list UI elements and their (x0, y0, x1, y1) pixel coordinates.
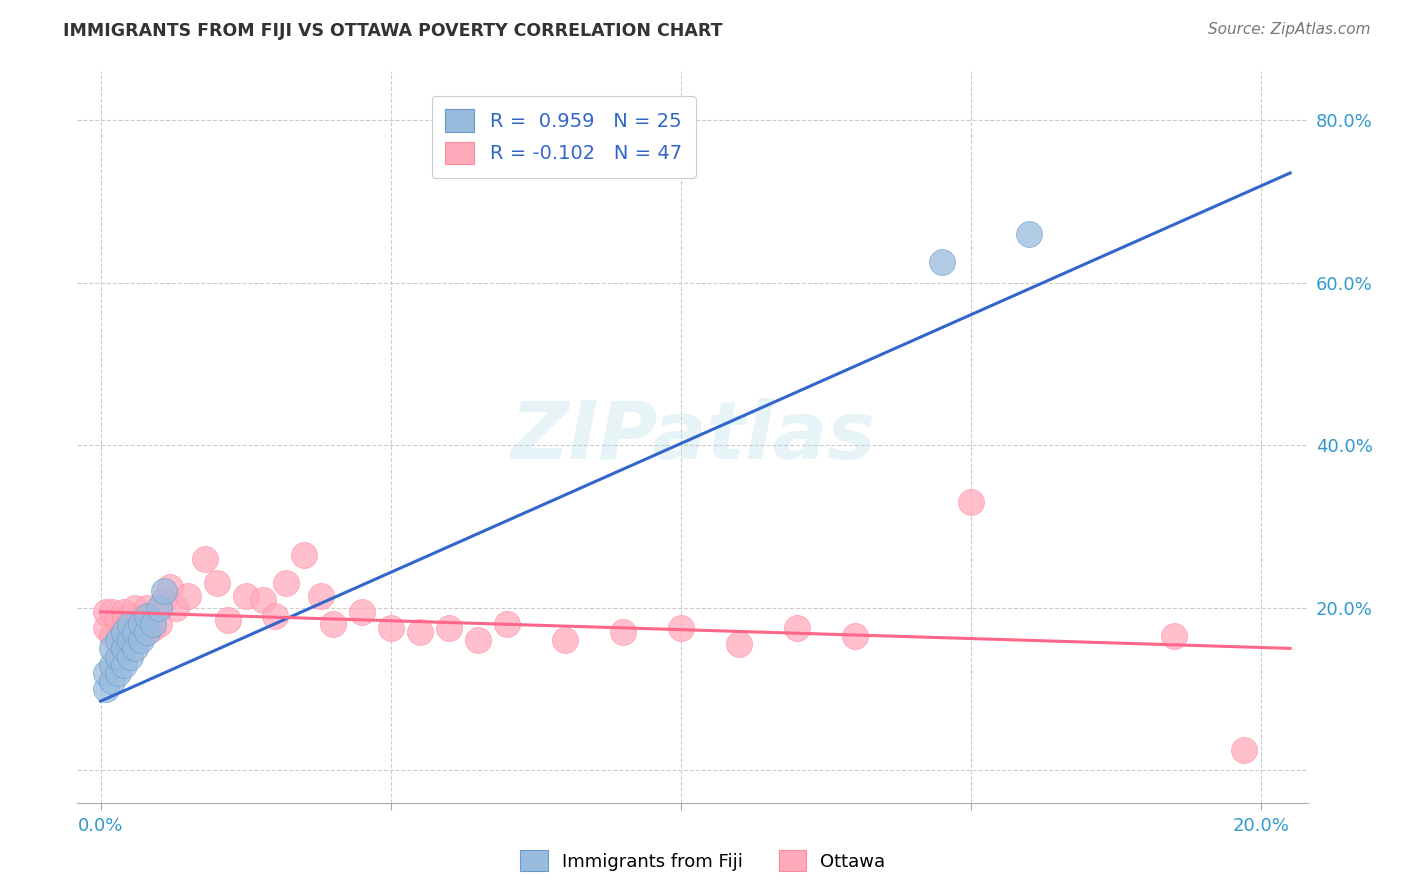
Point (554, 633, 576, 648)
Point (129, 633, 152, 648)
Point (118, 633, 141, 648)
Point (112, 657, 135, 672)
Point (136, 608, 159, 623)
Point (118, 629, 141, 643)
Point (107, 665, 129, 680)
Point (107, 625, 129, 640)
Point (235, 589, 257, 603)
Point (495, 617, 517, 632)
Point (124, 641, 146, 656)
Point (467, 633, 489, 648)
Point (142, 617, 165, 632)
Point (165, 600, 187, 615)
Point (96, 605, 118, 619)
Point (112, 625, 135, 640)
Point (118, 649, 141, 664)
Point (153, 584, 176, 599)
Legend: R =  0.959   N = 25, R = -0.102   N = 47: R = 0.959 N = 25, R = -0.102 N = 47 (432, 95, 696, 178)
Point (786, 621, 808, 635)
Point (101, 657, 124, 672)
Point (96, 621, 118, 635)
Point (1233, 743, 1256, 757)
Point (931, 255, 953, 269)
Point (252, 592, 274, 607)
Point (96, 665, 118, 680)
Point (322, 617, 344, 632)
Point (107, 649, 129, 664)
Point (124, 625, 146, 640)
Point (960, 495, 983, 509)
Point (276, 576, 298, 591)
Point (107, 613, 129, 627)
Point (136, 613, 159, 627)
Point (844, 629, 866, 643)
Point (129, 629, 152, 643)
Point (101, 629, 124, 643)
Point (612, 625, 634, 640)
Point (101, 641, 124, 656)
Point (159, 581, 181, 595)
Point (118, 617, 141, 632)
Text: Source: ZipAtlas.com: Source: ZipAtlas.com (1208, 22, 1371, 37)
Point (142, 621, 165, 635)
Point (309, 589, 332, 603)
Point (148, 617, 170, 632)
Point (101, 673, 124, 688)
Point (101, 605, 124, 619)
Point (136, 600, 159, 615)
Point (292, 548, 315, 562)
Text: IMMIGRANTS FROM FIJI VS OTTAWA POVERTY CORRELATION CHART: IMMIGRANTS FROM FIJI VS OTTAWA POVERTY C… (63, 22, 723, 40)
Point (263, 608, 285, 623)
Point (194, 552, 217, 566)
Point (148, 600, 170, 615)
Point (380, 621, 402, 635)
Point (124, 600, 146, 615)
Point (217, 613, 239, 627)
Point (107, 633, 129, 648)
Point (124, 621, 146, 635)
Point (437, 621, 460, 635)
Point (350, 605, 373, 619)
Point (176, 589, 198, 603)
Point (129, 617, 152, 632)
Point (112, 641, 135, 656)
Text: ZIPatlas: ZIPatlas (510, 398, 875, 476)
Point (153, 592, 176, 607)
Point (112, 621, 135, 635)
Point (205, 576, 228, 591)
Point (96, 681, 118, 696)
Point (1163, 629, 1185, 643)
Point (129, 617, 152, 632)
Point (728, 637, 751, 651)
Legend: Immigrants from Fiji, Ottawa: Immigrants from Fiji, Ottawa (513, 843, 893, 879)
Point (1018, 227, 1040, 241)
Point (118, 608, 141, 623)
Point (136, 625, 159, 640)
Point (112, 605, 135, 619)
Point (409, 625, 432, 640)
Point (669, 621, 692, 635)
